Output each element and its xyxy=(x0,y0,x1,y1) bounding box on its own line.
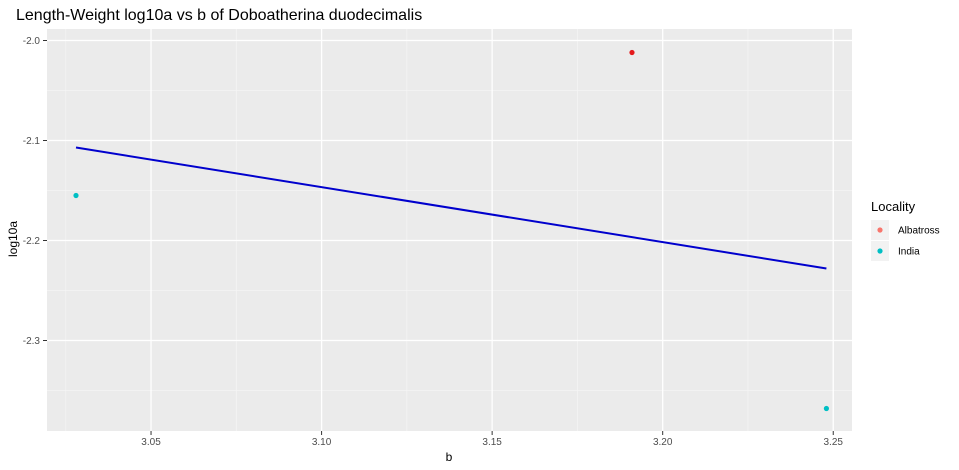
x-tick-label: 3.20 xyxy=(653,437,673,448)
y-tick-label: -2.1 xyxy=(23,136,41,147)
plot-panel xyxy=(47,29,852,431)
data-point-india xyxy=(823,405,830,412)
x-tick-label: 3.15 xyxy=(482,437,502,448)
legend-key-albatross xyxy=(877,227,883,233)
legend-label: India xyxy=(898,247,920,258)
grid-major xyxy=(47,29,852,431)
y-axis-title: log10a xyxy=(6,221,20,257)
legend: Locality Albatross India xyxy=(871,199,940,261)
legend-label: Albatross xyxy=(898,226,940,237)
grid-minor xyxy=(47,29,852,431)
x-tick-label: 3.05 xyxy=(141,437,161,448)
data-points xyxy=(73,49,830,412)
chart-title: Length-Weight log10a vs b of Doboatherin… xyxy=(16,7,422,24)
legend-key-india xyxy=(877,248,883,254)
trend-line xyxy=(75,146,827,270)
x-axis-title: b xyxy=(446,450,453,464)
legend-title: Locality xyxy=(871,199,916,214)
x-tick-label: 3.25 xyxy=(824,437,844,448)
trend-line-group xyxy=(75,146,827,270)
y-tick-label: -2.3 xyxy=(23,336,41,347)
y-tick-label: -2.0 xyxy=(23,36,41,47)
x-axis: 3.05 3.10 3.15 3.20 3.25 xyxy=(141,431,843,448)
y-axis: -2.0 -2.1 -2.2 -2.3 xyxy=(23,36,47,347)
data-point-albatross xyxy=(629,49,635,56)
y-tick-label: -2.2 xyxy=(23,236,41,247)
x-tick-label: 3.10 xyxy=(312,437,332,448)
data-point-india xyxy=(73,192,79,199)
